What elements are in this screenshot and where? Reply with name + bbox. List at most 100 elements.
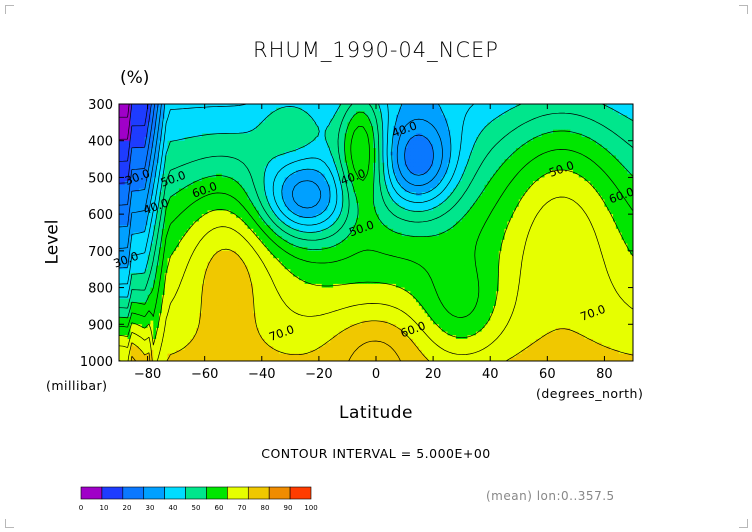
- field-cell: [358, 115, 363, 120]
- field-cell: [261, 107, 266, 112]
- field-cell: [181, 181, 186, 186]
- field-cell: [487, 155, 491, 160]
- field-cell: [250, 184, 254, 190]
- field-cell: [453, 166, 457, 171]
- field-cell: [613, 148, 617, 153]
- field-cell: [119, 155, 123, 160]
- field-cell: [170, 162, 174, 168]
- field-cell: [178, 129, 183, 134]
- field-cell: [507, 137, 511, 142]
- field-cell: [281, 133, 286, 138]
- field-cell: [558, 137, 563, 142]
- field-cell: [487, 166, 491, 171]
- field-cell: [444, 173, 448, 179]
- field-cell: [230, 170, 234, 175]
- field-cell: [578, 166, 583, 171]
- field-cell: [484, 155, 488, 160]
- field-cell: [393, 129, 397, 134]
- field-cell: [218, 181, 223, 186]
- field-cell: [296, 104, 300, 109]
- field-cell: [161, 162, 166, 168]
- field-cell: [427, 144, 431, 149]
- field-cell: [481, 133, 486, 138]
- field-cell: [435, 122, 440, 127]
- field-cell: [310, 118, 314, 123]
- field-cell: [438, 148, 443, 153]
- field-cell: [541, 140, 546, 145]
- field-cell: [187, 111, 191, 116]
- field-cell: [493, 148, 497, 153]
- field-cell: [407, 137, 411, 142]
- field-cell: [141, 137, 146, 142]
- field-cell: [133, 181, 137, 186]
- field-cell: [558, 170, 563, 175]
- field-cell: [575, 173, 580, 179]
- field-cell: [447, 115, 451, 120]
- field-cell: [341, 118, 346, 123]
- field-cell: [301, 118, 306, 123]
- field-cell: [595, 155, 600, 160]
- field-cell: [250, 118, 254, 123]
- field-cell: [541, 115, 546, 120]
- field-cell: [421, 126, 426, 131]
- field-cell: [298, 181, 303, 186]
- field-cell: [353, 155, 357, 160]
- field-cell: [427, 111, 431, 116]
- field-cell: [610, 177, 614, 182]
- field-cell: [136, 184, 140, 190]
- field-cell: [627, 111, 631, 116]
- field-cell: [538, 177, 543, 182]
- field-cell: [433, 140, 437, 145]
- field-cell: [464, 140, 468, 145]
- field-cell: [541, 166, 546, 171]
- field-cell: [458, 162, 463, 168]
- field-cell: [350, 115, 354, 120]
- field-cell: [553, 155, 557, 160]
- field-cell: [247, 166, 251, 171]
- field-cell: [244, 144, 249, 149]
- field-cell: [430, 111, 434, 116]
- field-cell: [344, 126, 349, 131]
- field-cell: [153, 170, 157, 175]
- field-cell: [347, 155, 351, 160]
- field-cell: [187, 166, 191, 171]
- field-cell: [498, 104, 503, 109]
- field-cell: [204, 177, 209, 182]
- field-cell: [567, 155, 571, 160]
- field-cell: [458, 137, 463, 142]
- field-cell: [241, 129, 246, 134]
- field-cell: [533, 155, 537, 160]
- field-cell: [304, 184, 309, 190]
- field-cell: [344, 166, 349, 171]
- field-cell: [198, 144, 203, 149]
- field-cell: [401, 144, 406, 149]
- field-cell: [441, 118, 446, 123]
- field-cell: [521, 115, 526, 120]
- field-cell: [224, 173, 229, 179]
- field-cell: [267, 155, 271, 160]
- field-cell: [321, 104, 326, 109]
- field-cell: [358, 181, 363, 186]
- field-cell: [398, 129, 403, 134]
- field-cell: [590, 111, 594, 116]
- field-cell: [221, 162, 226, 168]
- field-cell: [327, 107, 331, 112]
- field-cell: [424, 159, 428, 164]
- field-cell: [193, 162, 197, 168]
- field-cell: [184, 118, 189, 123]
- field-cell: [293, 129, 297, 134]
- field-cell: [244, 184, 249, 190]
- field-cell: [598, 144, 603, 149]
- field-cell: [455, 122, 460, 127]
- field-cell: [261, 144, 266, 149]
- field-cell: [395, 111, 400, 116]
- field-cell: [464, 166, 468, 171]
- field-cell: [530, 151, 534, 156]
- field-cell: [347, 159, 351, 164]
- field-cell: [407, 173, 411, 179]
- field-cell: [164, 181, 169, 186]
- field-cell: [316, 166, 320, 171]
- field-cell: [341, 159, 346, 164]
- field-cell: [281, 140, 286, 145]
- field-cell: [533, 107, 537, 112]
